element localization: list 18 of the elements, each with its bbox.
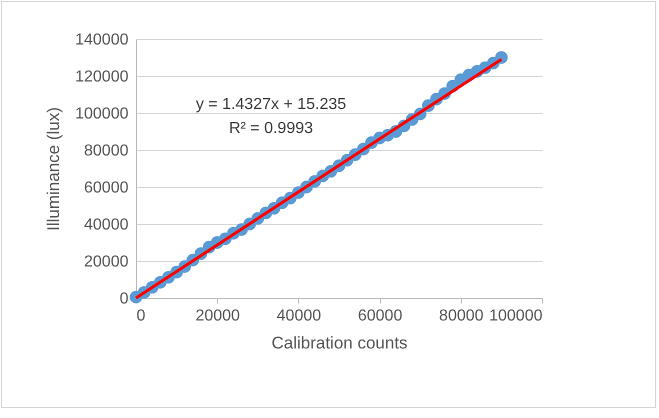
y-tick-label: 40000 [84, 216, 129, 234]
x-tick-label: 100000 [489, 308, 543, 324]
y-tick-label: 20000 [84, 254, 129, 270]
y-tick-label: 140000 [75, 32, 129, 48]
y-tick-label: 120000 [75, 68, 129, 86]
x-tick-label: 0 [136, 308, 146, 324]
y-tick-label: 80000 [84, 142, 129, 160]
x-tick-label: 40000 [276, 308, 322, 324]
y-tick-label: 0 [120, 290, 129, 308]
annotation: R² = 0.9993 [228, 120, 314, 137]
x-axis-title: Calibration counts [271, 334, 408, 352]
x-tick-label: 60000 [358, 308, 402, 324]
x-tick-label: 80000 [439, 308, 484, 324]
y-tick-label: 100000 [75, 106, 129, 122]
x-tick-label: 20000 [195, 308, 240, 324]
y-tick-label: 60000 [84, 180, 129, 196]
annotation: y = 1.4327x + 15.235 [196, 96, 346, 113]
y-axis-title: Illuminance (lux) [44, 107, 64, 231]
